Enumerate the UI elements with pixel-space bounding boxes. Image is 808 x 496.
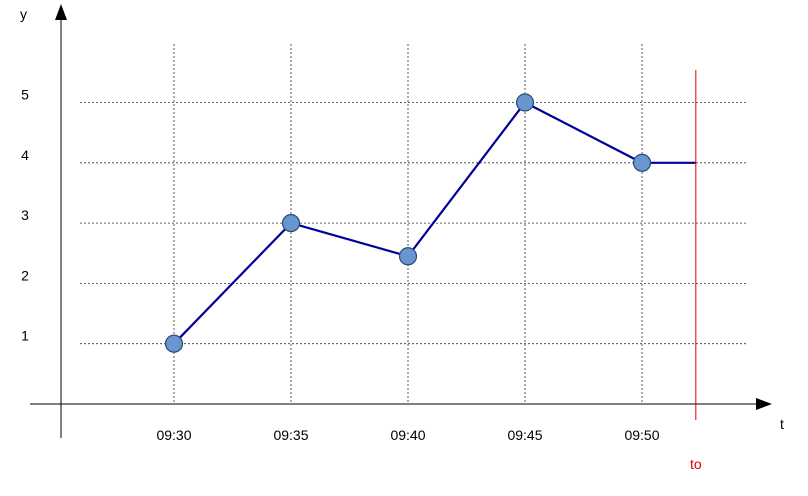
x-axis-arrow-icon xyxy=(756,398,772,410)
x-tick-label: 09:35 xyxy=(273,427,308,443)
x-tick-label: 09:40 xyxy=(390,427,425,443)
data-point xyxy=(164,334,184,353)
marker-group: to xyxy=(690,70,702,472)
y-axis-arrow-icon xyxy=(55,4,67,20)
grid xyxy=(80,44,748,404)
marker-label: to xyxy=(690,456,702,472)
data-point xyxy=(632,153,652,172)
x-tick-label: 09:45 xyxy=(507,427,542,443)
x-axis-label: t xyxy=(780,416,784,432)
series-group xyxy=(164,93,696,353)
y-axis-label: y xyxy=(20,6,27,22)
y-tick-label: 5 xyxy=(21,87,29,103)
y-tick-label: 4 xyxy=(21,147,29,163)
data-point xyxy=(515,93,535,112)
data-point xyxy=(398,247,418,266)
x-tick-label: 09:50 xyxy=(624,427,659,443)
y-tick-label: 2 xyxy=(21,267,29,283)
data-point xyxy=(281,214,301,233)
x-tick-label: 09:30 xyxy=(156,427,191,443)
axes: t y xyxy=(20,4,784,438)
y-tick-label: 1 xyxy=(21,328,29,344)
tick-labels: 09:30 09:35 09:40 09:45 09:50 1 2 3 4 5 xyxy=(21,87,660,444)
y-tick-label: 3 xyxy=(21,207,29,223)
